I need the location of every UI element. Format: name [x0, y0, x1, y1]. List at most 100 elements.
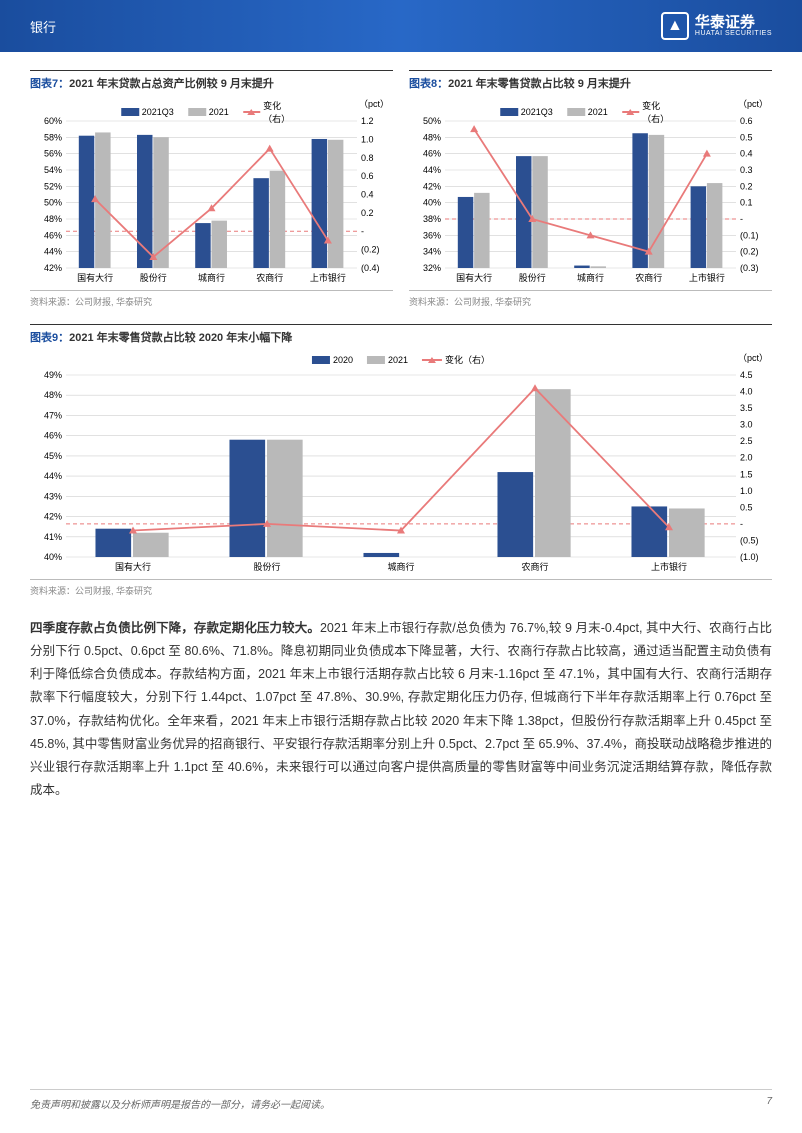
- chart7-col: 图表7：2021 年末贷款占总资产比例较 9 月末提升 42% 44% 46% 48%…: [30, 70, 393, 314]
- svg-text:农商行: 农商行: [635, 272, 662, 283]
- chart7: 42%44%46%48%50%52%54%56%58%60%(0.4)(0.2)…: [30, 95, 393, 290]
- svg-text:0.6: 0.6: [740, 116, 753, 126]
- svg-text:（pct）: （pct）: [738, 353, 768, 363]
- svg-text:1.0: 1.0: [740, 486, 753, 496]
- svg-text:4.5: 4.5: [740, 370, 753, 380]
- svg-text:国有大行: 国有大行: [77, 272, 113, 283]
- svg-text:0.2: 0.2: [740, 181, 753, 191]
- svg-text:城商行: 城商行: [387, 561, 414, 572]
- chart7-title: 图表7：2021 年末贷款占总资产比例较 9 月末提升: [30, 70, 393, 95]
- footer-page: 7: [766, 1096, 772, 1111]
- svg-text:44%: 44%: [44, 471, 62, 481]
- svg-text:(0.5): (0.5): [740, 535, 759, 545]
- svg-text:44%: 44%: [423, 165, 441, 175]
- svg-text:0.2: 0.2: [361, 208, 374, 218]
- svg-text:41%: 41%: [44, 532, 62, 542]
- svg-text:1.2: 1.2: [361, 116, 374, 126]
- svg-text:3.5: 3.5: [740, 403, 753, 413]
- svg-text:0.6: 0.6: [361, 171, 374, 181]
- svg-text:0.5: 0.5: [740, 502, 753, 512]
- svg-text:0.1: 0.1: [740, 198, 753, 208]
- chart8-source: 资料来源：公司财报, 华泰研究: [409, 290, 772, 314]
- logo-subtext: HUATAI SECURITIES: [695, 30, 772, 37]
- svg-text:国有大行: 国有大行: [456, 272, 492, 283]
- svg-text:农商行: 农商行: [256, 272, 283, 283]
- svg-text:城商行: 城商行: [577, 272, 604, 283]
- svg-text:(1.0): (1.0): [740, 552, 759, 562]
- chart9-wrap: 图表9：2021 年末零售贷款占比较 2020 年末小幅下降 40% 41% 42%…: [30, 324, 772, 603]
- svg-text:48%: 48%: [423, 132, 441, 142]
- svg-text:56%: 56%: [44, 149, 62, 159]
- page-header: 银行 ▲ 华泰证券 HUATAI SECURITIES: [0, 0, 802, 52]
- svg-text:34%: 34%: [423, 247, 441, 257]
- body-lead: 四季度存款占负债比例下降，存款定期化压力较大。: [30, 621, 320, 635]
- svg-text:股份行: 股份行: [253, 561, 280, 572]
- svg-text:43%: 43%: [44, 491, 62, 501]
- body-paragraph: 四季度存款占负债比例下降，存款定期化压力较大。2021 年末上市银行存款/总负债…: [30, 617, 772, 802]
- svg-text:46%: 46%: [44, 230, 62, 240]
- chart8-col: 图表8：2021 年末零售贷款占比较 9 月末提升 32% 34% 36% 38% 40…: [409, 70, 772, 314]
- logo-text: 华泰证券: [695, 15, 772, 30]
- body-rest: 2021 年末上市银行存款/总负债为 76.7%,较 9 月末-0.4pct, …: [30, 621, 772, 797]
- svg-text:0.4: 0.4: [740, 149, 753, 159]
- svg-text:股份行: 股份行: [519, 272, 546, 283]
- page-footer: 免责声明和披露以及分析师声明是报告的一部分，请务必一起阅读。 7: [30, 1089, 772, 1111]
- svg-text:45%: 45%: [44, 451, 62, 461]
- svg-text:4.0: 4.0: [740, 387, 753, 397]
- svg-text:(0.4): (0.4): [361, 263, 380, 273]
- chart-row-top: 图表7：2021 年末贷款占总资产比例较 9 月末提升 42% 44% 46% 48%…: [30, 70, 772, 314]
- svg-text:国有大行: 国有大行: [115, 561, 151, 572]
- svg-text:40%: 40%: [44, 552, 62, 562]
- svg-text:42%: 42%: [44, 512, 62, 522]
- chart9-title: 图表9：2021 年末零售贷款占比较 2020 年末小幅下降: [30, 324, 772, 349]
- svg-text:44%: 44%: [44, 247, 62, 257]
- svg-text:2.0: 2.0: [740, 453, 753, 463]
- svg-text:42%: 42%: [44, 263, 62, 273]
- svg-text:46%: 46%: [44, 431, 62, 441]
- svg-text:(0.2): (0.2): [361, 245, 380, 255]
- svg-text:36%: 36%: [423, 230, 441, 240]
- svg-text:38%: 38%: [423, 214, 441, 224]
- svg-text:50%: 50%: [44, 198, 62, 208]
- chart9-source: 资料来源：公司财报, 华泰研究: [30, 579, 772, 603]
- chart9: 40%41%42%43%44%45%46%47%48%49%(1.0)(0.5)…: [30, 349, 772, 579]
- svg-text:(0.2): (0.2): [740, 247, 759, 257]
- svg-text:3.0: 3.0: [740, 420, 753, 430]
- svg-text:（pct）: （pct）: [738, 99, 768, 109]
- svg-text:城商行: 城商行: [198, 272, 225, 283]
- svg-text:58%: 58%: [44, 132, 62, 142]
- logo-icon: ▲: [661, 12, 689, 40]
- svg-text:（pct）: （pct）: [359, 99, 389, 109]
- svg-text:上市银行: 上市银行: [689, 272, 725, 283]
- svg-text:40%: 40%: [423, 198, 441, 208]
- svg-text:0.4: 0.4: [361, 190, 374, 200]
- svg-text:股份行: 股份行: [140, 272, 167, 283]
- chart8-title: 图表8：2021 年末零售贷款占比较 9 月末提升: [409, 70, 772, 95]
- content-area: 图表7：2021 年末贷款占总资产比例较 9 月末提升 42% 44% 46% 48%…: [0, 52, 802, 802]
- svg-text:-: -: [740, 214, 743, 224]
- svg-text:1.5: 1.5: [740, 469, 753, 479]
- svg-text:42%: 42%: [423, 181, 441, 191]
- svg-text:60%: 60%: [44, 116, 62, 126]
- footer-disclaimer: 免责声明和披露以及分析师声明是报告的一部分，请务必一起阅读。: [30, 1096, 330, 1111]
- svg-text:-: -: [361, 226, 364, 236]
- svg-text:农商行: 农商行: [521, 561, 548, 572]
- svg-text:(0.3): (0.3): [740, 263, 759, 273]
- svg-text:上市银行: 上市银行: [310, 272, 346, 283]
- svg-text:-: -: [740, 519, 743, 529]
- svg-text:54%: 54%: [44, 165, 62, 175]
- chart8: 32% 34% 36% 38% 40% 42% 44% 46% 48% 50% (0.3) (0.2)…: [409, 95, 772, 290]
- chart7-source: 资料来源：公司财报, 华泰研究: [30, 290, 393, 314]
- svg-text:50%: 50%: [423, 116, 441, 126]
- logo: ▲ 华泰证券 HUATAI SECURITIES: [661, 12, 772, 40]
- svg-text:49%: 49%: [44, 370, 62, 380]
- svg-text:32%: 32%: [423, 263, 441, 273]
- svg-text:0.8: 0.8: [361, 153, 374, 163]
- svg-text:48%: 48%: [44, 214, 62, 224]
- svg-text:上市银行: 上市银行: [651, 561, 687, 572]
- svg-text:0.5: 0.5: [740, 132, 753, 142]
- svg-text:46%: 46%: [423, 149, 441, 159]
- svg-text:47%: 47%: [44, 410, 62, 420]
- svg-text:1.0: 1.0: [361, 134, 374, 144]
- svg-text:0.3: 0.3: [740, 165, 753, 175]
